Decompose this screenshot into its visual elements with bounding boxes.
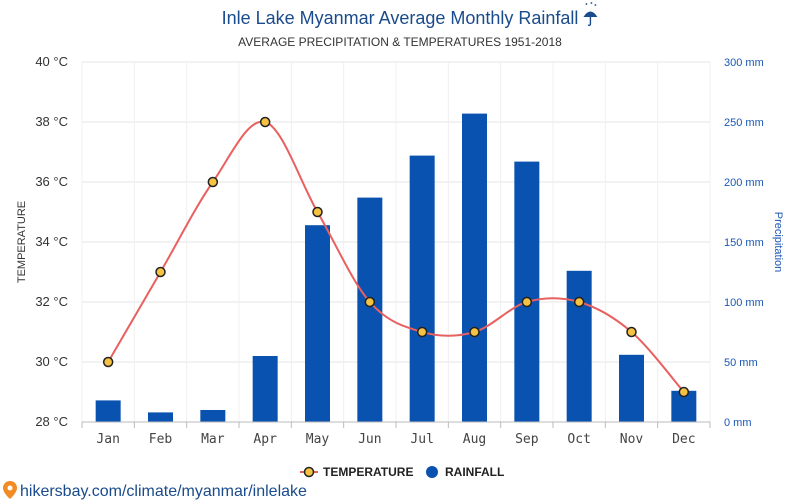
right-tick-label: 0 mm xyxy=(724,417,752,429)
rainfall-bars xyxy=(95,113,697,422)
right-tick-label: 100 mm xyxy=(724,297,764,309)
rainfall-bar xyxy=(619,354,644,422)
chart-subtitle: AVERAGE PRECIPITATION & TEMPERATURES 195… xyxy=(238,35,562,49)
map-pin-icon xyxy=(3,481,17,499)
left-tick-label: 36 °C xyxy=(35,174,68,189)
left-axis-title: TEMPERATURE xyxy=(16,201,28,283)
rainfall-bar xyxy=(200,410,226,422)
footer-link[interactable]: hikersbay.com/climate/myanmar/inlelake xyxy=(20,483,307,500)
chart-title: Inle Lake Myanmar Average Monthly Rainfa… xyxy=(222,8,579,28)
x-tick-label: Jul xyxy=(410,432,433,447)
temperature-point xyxy=(102,356,114,368)
right-axis: 0 mm 50 mm 100 mm 150 mm 200 mm 250 mm 300 mm xyxy=(724,57,764,429)
legend-temperature-label: TEMPERATURE xyxy=(323,465,413,479)
legend-rainfall-marker xyxy=(426,466,438,478)
left-tick-label: 30 °C xyxy=(35,354,68,369)
grid xyxy=(81,61,711,423)
legend: TEMPERATURE RAINFALL xyxy=(300,465,504,479)
x-tick-label: Jan xyxy=(96,432,119,447)
x-tick-label: Apr xyxy=(253,432,277,447)
right-tick-label: 300 mm xyxy=(724,57,764,69)
right-tick-label: 150 mm xyxy=(724,237,764,249)
temperature-point xyxy=(155,266,166,278)
left-tick-label: 32 °C xyxy=(35,294,68,309)
rainfall-bar xyxy=(462,113,487,422)
x-tick-label: May xyxy=(306,432,330,447)
x-tick-label: Dec xyxy=(672,432,695,447)
x-tick-label: Sep xyxy=(515,432,539,447)
temperature-point xyxy=(469,326,480,338)
right-axis-title: Precipitation xyxy=(772,212,784,273)
right-tick-label: 50 mm xyxy=(724,357,758,369)
rainfall-bar xyxy=(514,161,540,422)
x-tick-label: Mar xyxy=(201,432,225,447)
umbrella-icon xyxy=(583,2,598,27)
right-tick-label: 200 mm xyxy=(724,177,764,189)
temperature-point xyxy=(364,296,376,308)
rainfall-bar xyxy=(148,412,173,422)
rainfall-bar xyxy=(252,356,278,422)
left-axis: 28 °C 30 °C 32 °C 34 °C 36 °C 38 °C 40 °C xyxy=(35,54,68,429)
temperature-point xyxy=(521,296,533,308)
x-axis: Jan Feb Mar Apr May Jun Jul Aug Sep Oct Nov Dec xyxy=(81,421,711,447)
temperature-line xyxy=(102,116,690,398)
temperature-point xyxy=(207,176,219,188)
temperature-point xyxy=(573,296,585,308)
temperature-point xyxy=(678,386,690,398)
x-tick-label: Nov xyxy=(620,432,644,447)
left-tick-label: 34 °C xyxy=(35,234,68,249)
legend-rainfall-label: RAINFALL xyxy=(445,465,504,479)
left-tick-label: 40 °C xyxy=(35,54,68,69)
x-tick-label: Aug xyxy=(463,432,486,447)
temperature-point xyxy=(626,326,637,338)
x-tick-label: Oct xyxy=(567,432,590,447)
right-tick-label: 250 mm xyxy=(724,117,764,129)
legend-temperature-marker xyxy=(303,466,315,478)
x-tick-label: Jun xyxy=(358,432,381,447)
x-tick-label: Feb xyxy=(149,432,173,447)
rainfall-bar xyxy=(305,225,330,422)
temperature-point xyxy=(312,206,323,218)
rainfall-bar xyxy=(409,155,435,422)
rainfall-bar xyxy=(95,400,121,422)
temperature-point xyxy=(259,116,271,128)
temperature-point xyxy=(416,326,428,338)
left-tick-label: 28 °C xyxy=(35,414,68,429)
rainfall-bar xyxy=(566,270,592,422)
left-tick-label: 38 °C xyxy=(35,114,68,129)
